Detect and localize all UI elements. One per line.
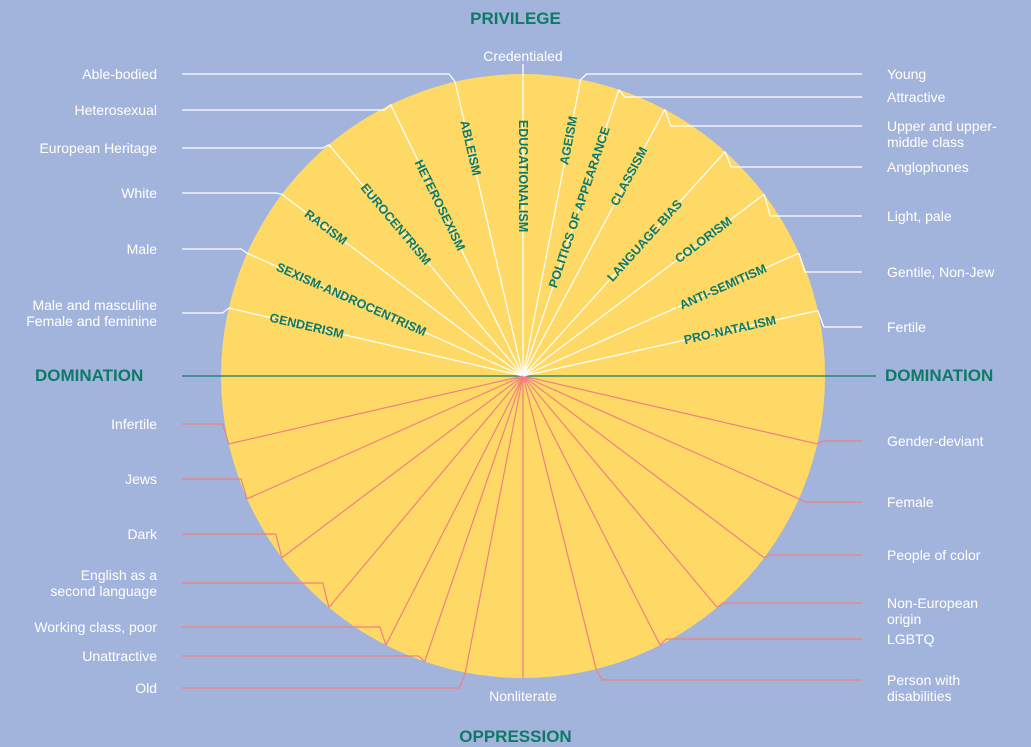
spoke-male-and-masculine-female-and-feminine	[228, 307, 524, 377]
label-able-bodied: Able-bodied	[82, 66, 157, 82]
leader-people-of-color	[763, 554, 862, 559]
label-gentile-non-jew: Gentile, Non-Jew	[887, 264, 995, 280]
label-female: Female	[887, 494, 934, 510]
leader-attractive	[618, 89, 862, 98]
label-non-european-origin: Non-European origin	[887, 595, 979, 627]
oppression-title: OPPRESSION	[459, 727, 572, 746]
leader-female	[798, 498, 862, 503]
leader-gentile-non-jew	[798, 252, 862, 273]
label-upper-and-upper-middle-class: Upper and upper- middle class	[887, 118, 997, 150]
leader-fertile	[817, 310, 862, 328]
spoke-people-of-color	[522, 375, 765, 559]
leader-able-bodied	[182, 73, 456, 83]
spoke-non-european-origin	[522, 375, 718, 608]
label-heterosexual: Heterosexual	[74, 102, 158, 118]
label-attractive: Attractive	[887, 89, 946, 105]
label-person-with-disabilities: Person with disabilities	[887, 672, 961, 704]
spoke-lgbtq	[522, 375, 661, 646]
spoke-gender-deviant	[522, 375, 818, 445]
spoke-dark	[281, 375, 524, 559]
spoke-young	[522, 79, 582, 377]
leader-jews	[182, 478, 248, 500]
leader-old	[182, 672, 466, 689]
leader-dark	[182, 533, 283, 558]
spoke-heterosexual	[390, 104, 524, 377]
spoke-male	[246, 252, 524, 377]
label-old: Old	[135, 680, 157, 696]
label-dark: Dark	[127, 526, 157, 542]
spoke-attractive	[522, 89, 620, 377]
label-anglophones: Anglophones	[887, 159, 969, 175]
label-working-class-poor: Working class, poor	[34, 619, 157, 635]
leader-anglophones	[724, 151, 862, 168]
leader-heterosexual	[182, 104, 392, 111]
spoke-infertile	[228, 375, 524, 445]
spoke-female	[522, 375, 800, 500]
label-gender-deviant: Gender-deviant	[887, 433, 984, 449]
leader-young	[580, 73, 862, 80]
spoke-light-pale	[522, 193, 765, 377]
label-nonliterate: Nonliterate	[489, 688, 557, 704]
label-male-and-masculine-female-and-feminine: Male and masculine Female and feminine	[26, 297, 157, 329]
leader-male-and-masculine-female-and-feminine	[182, 307, 230, 314]
leader-light-pale	[763, 194, 862, 217]
domination-left-label: DOMINATION	[35, 366, 144, 385]
spoke-white	[281, 193, 524, 377]
label-people-of-color: People of color	[887, 547, 981, 563]
spoke-fertile	[522, 310, 818, 377]
leader-european-heritage	[182, 144, 330, 149]
leader-non-european-origin	[716, 602, 862, 608]
label-infertile: Infertile	[111, 416, 157, 432]
leader-gender-deviant	[816, 440, 862, 445]
label-fertile: Fertile	[887, 319, 926, 335]
spoke-upper-and-upper-middle-class	[522, 109, 666, 377]
label-european-heritage: European Heritage	[39, 140, 157, 156]
leader-upper-and-upper-middle-class	[664, 109, 862, 127]
spoke-jews	[246, 375, 524, 500]
spoke-anglophones	[522, 151, 726, 377]
leader-male	[182, 248, 248, 254]
spoke-old	[464, 375, 524, 673]
label-white: White	[121, 185, 157, 201]
leader-person-with-disabilities	[595, 668, 862, 681]
spoke-gentile-non-jew	[522, 252, 800, 377]
spoke-english-as-a-second-language	[328, 375, 524, 608]
leader-white	[182, 192, 282, 195]
leader-unattractive	[182, 655, 426, 662]
label-lgbtq: LGBTQ	[887, 631, 935, 647]
spoke-unattractive	[424, 375, 524, 662]
axis-name-educationalism: EDUCATIONALISM	[516, 120, 530, 232]
label-credentialed: Credentialed	[483, 48, 563, 64]
label-light-pale: Light, pale	[887, 208, 952, 224]
privilege-title: PRIVILEGE	[470, 9, 561, 28]
spoke-person-with-disabilities	[522, 375, 597, 670]
label-jews: Jews	[125, 471, 157, 487]
label-english-as-a-second-language: English as a second language	[50, 567, 157, 599]
leader-working-class-poor	[182, 626, 387, 646]
spoke-european-heritage	[328, 144, 524, 377]
spoke-working-class-poor	[385, 375, 524, 646]
leader-english-as-a-second-language	[182, 582, 330, 608]
domination-right-label: DOMINATION	[885, 366, 994, 385]
label-unattractive: Unattractive	[82, 648, 157, 664]
label-young: Young	[887, 66, 927, 82]
label-male: Male	[126, 241, 157, 257]
leader-infertile	[182, 423, 230, 445]
leader-lgbtq	[659, 638, 862, 646]
spoke-able-bodied	[454, 81, 524, 377]
